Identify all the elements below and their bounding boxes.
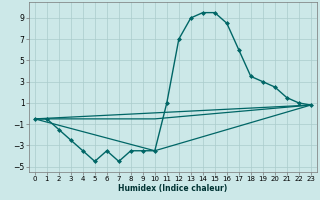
X-axis label: Humidex (Indice chaleur): Humidex (Indice chaleur) [118, 184, 228, 193]
